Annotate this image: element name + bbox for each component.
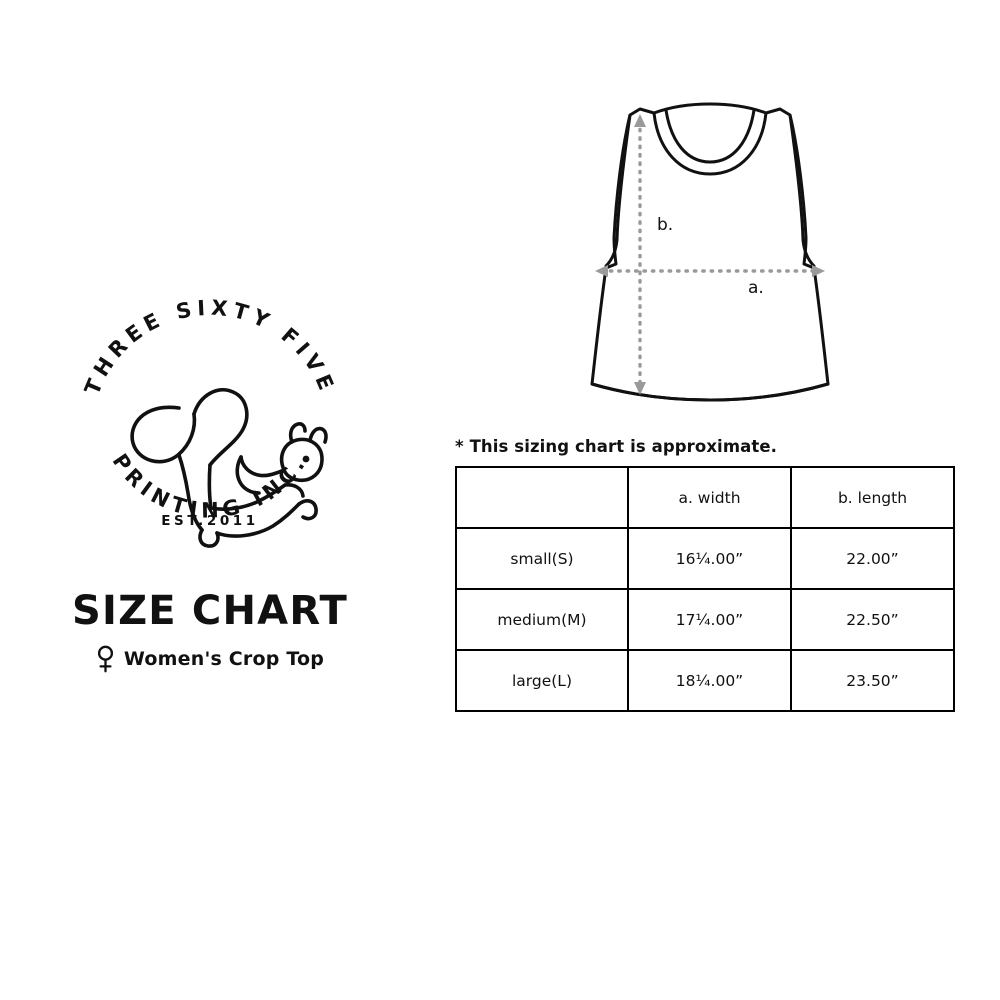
dimension-lines [600, 119, 820, 390]
female-symbol-icon [97, 645, 113, 673]
logo-top-arc-text: THREE SIXTY FIVE [80, 296, 340, 399]
table-row: small(S) 16¼.00” 22.00” [455, 527, 955, 590]
armhole-seams [604, 113, 816, 268]
cell-size-medium: medium(M) [455, 588, 629, 651]
table-header-row: a. width b. length [455, 466, 955, 529]
cell-width-small: 16¼.00” [627, 527, 792, 590]
approximate-note: * This sizing chart is approximate. [455, 437, 777, 456]
crop-top-drawing: b. a. [590, 102, 830, 402]
neckline [652, 108, 768, 176]
size-table: a. width b. length small(S) 16¼.00” 22.0… [455, 466, 955, 712]
logo-stamp-svg: THREE SIXTY FIVE PRINTING INC. [80, 296, 340, 548]
brand-logo: THREE SIXTY FIVE PRINTING INC. [70, 285, 350, 565]
cell-length-small: 22.00” [790, 527, 955, 590]
page-title: SIZE CHART [71, 588, 349, 634]
brand-block: THREE SIXTY FIVE PRINTING INC. [60, 285, 360, 673]
table-header-blank [455, 466, 629, 529]
cell-size-small: small(S) [455, 527, 629, 590]
page-subtitle: Women's Crop Top [123, 648, 325, 670]
size-table-area: * This sizing chart is approximate. a. w… [455, 437, 960, 712]
hem-line [590, 382, 830, 402]
width-measure-label: a. [748, 278, 764, 298]
garment-illustration: b. a. [540, 88, 880, 418]
cell-length-large: 23.50” [790, 649, 955, 712]
dimension-arrows [595, 114, 825, 395]
length-measure-label: b. [657, 215, 673, 235]
cell-length-medium: 22.50” [790, 588, 955, 651]
table-header-width: a. width [627, 466, 792, 529]
logo-established-text: EST.2011 [161, 513, 259, 529]
cell-size-large: large(L) [455, 649, 629, 712]
cell-width-medium: 17¼.00” [627, 588, 792, 651]
table-header-length: b. length [790, 466, 955, 529]
table-row: medium(M) 17¼.00” 22.50” [455, 588, 955, 651]
garment-outline [590, 102, 830, 402]
squirrel-icon [130, 388, 328, 548]
table-row: large(L) 18¼.00” 23.50” [455, 649, 955, 712]
subtitle-row: Women's Crop Top [60, 645, 360, 673]
cell-width-large: 18¼.00” [627, 649, 792, 712]
